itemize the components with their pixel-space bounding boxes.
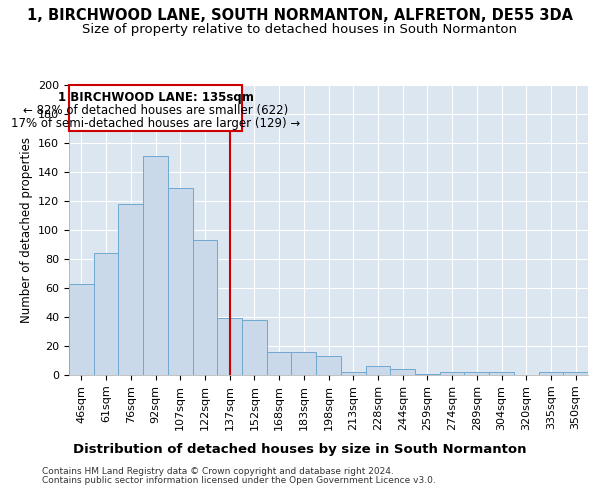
Bar <box>440 372 464 375</box>
Bar <box>563 372 588 375</box>
Bar <box>341 372 365 375</box>
Text: Distribution of detached houses by size in South Normanton: Distribution of detached houses by size … <box>73 442 527 456</box>
Bar <box>489 372 514 375</box>
FancyBboxPatch shape <box>69 85 242 132</box>
Bar <box>415 374 440 375</box>
Y-axis label: Number of detached properties: Number of detached properties <box>20 137 32 323</box>
Bar <box>267 352 292 375</box>
Bar <box>143 156 168 375</box>
Bar <box>390 369 415 375</box>
Bar <box>168 188 193 375</box>
Text: 1 BIRCHWOOD LANE: 135sqm: 1 BIRCHWOOD LANE: 135sqm <box>58 91 253 104</box>
Bar <box>464 372 489 375</box>
Bar <box>292 352 316 375</box>
Bar <box>118 204 143 375</box>
Text: Size of property relative to detached houses in South Normanton: Size of property relative to detached ho… <box>83 22 517 36</box>
Bar <box>316 356 341 375</box>
Bar <box>69 284 94 375</box>
Text: 17% of semi-detached houses are larger (129) →: 17% of semi-detached houses are larger (… <box>11 117 300 130</box>
Bar <box>539 372 563 375</box>
Bar <box>94 253 118 375</box>
Bar <box>217 318 242 375</box>
Bar <box>242 320 267 375</box>
Text: ← 82% of detached houses are smaller (622): ← 82% of detached houses are smaller (62… <box>23 104 288 117</box>
Bar <box>193 240 217 375</box>
Text: Contains public sector information licensed under the Open Government Licence v3: Contains public sector information licen… <box>42 476 436 485</box>
Bar <box>365 366 390 375</box>
Text: 1, BIRCHWOOD LANE, SOUTH NORMANTON, ALFRETON, DE55 3DA: 1, BIRCHWOOD LANE, SOUTH NORMANTON, ALFR… <box>27 8 573 22</box>
Text: Contains HM Land Registry data © Crown copyright and database right 2024.: Contains HM Land Registry data © Crown c… <box>42 468 394 476</box>
